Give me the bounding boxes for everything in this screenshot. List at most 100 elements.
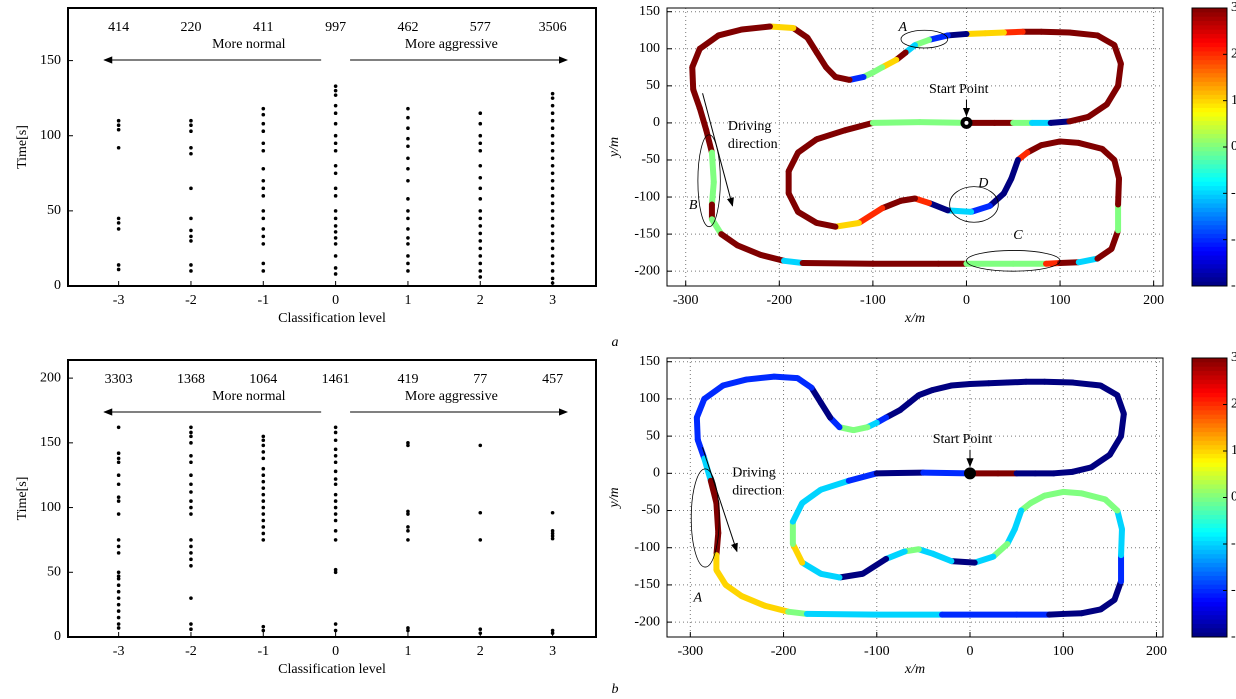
track-segment xyxy=(1050,118,1070,126)
point xyxy=(261,194,266,198)
track-point xyxy=(1102,496,1109,503)
track-point xyxy=(873,611,880,618)
annotation: D xyxy=(977,176,988,191)
point xyxy=(116,451,121,455)
track-segment xyxy=(1007,378,1027,386)
track-point xyxy=(701,395,708,402)
annotation: Start Point xyxy=(933,432,993,447)
point xyxy=(116,425,121,430)
point xyxy=(406,261,410,266)
track-segment xyxy=(1059,138,1080,146)
track-point xyxy=(982,30,989,37)
colorbar-cell xyxy=(1192,388,1227,394)
colorbar-cell xyxy=(1192,475,1227,481)
colorbar-cell xyxy=(1192,480,1227,485)
point xyxy=(116,473,121,478)
point xyxy=(550,103,555,108)
colorbar-cell xyxy=(1192,38,1227,44)
point xyxy=(406,126,410,131)
highlight-ellipse xyxy=(697,134,721,228)
point xyxy=(406,242,410,246)
track-segment xyxy=(1059,259,1079,267)
x-tick-label: 2 xyxy=(477,644,484,659)
point xyxy=(189,123,193,128)
colorbar-cell xyxy=(1192,567,1227,573)
point xyxy=(406,156,410,161)
point xyxy=(406,209,410,213)
x-tick-label: 3 xyxy=(549,293,556,308)
colorbar-cell xyxy=(1192,632,1227,638)
point xyxy=(478,176,483,180)
x-axis-label: x/m xyxy=(904,311,925,326)
track-segment xyxy=(741,23,771,33)
colorbar-cell xyxy=(1192,471,1227,477)
point xyxy=(550,534,555,538)
colorbar-tick-label: 1 xyxy=(1231,443,1236,458)
point xyxy=(478,209,483,213)
point xyxy=(189,551,193,555)
point xyxy=(550,148,555,153)
track-point xyxy=(897,407,904,414)
track-point xyxy=(803,610,810,617)
track-point xyxy=(1046,611,1053,618)
count-label: 577 xyxy=(470,20,491,35)
point xyxy=(333,499,338,503)
point xyxy=(333,477,338,481)
colorbar-cell xyxy=(1192,255,1227,261)
point xyxy=(478,631,483,635)
track-segment xyxy=(1011,509,1025,531)
point xyxy=(116,263,121,267)
colorbar-cell xyxy=(1192,168,1227,174)
y-axis-label: y/m xyxy=(607,137,622,159)
track-segment xyxy=(815,127,846,143)
colorbar-cell xyxy=(1192,151,1227,157)
point xyxy=(478,627,483,632)
track-point xyxy=(789,518,796,525)
point xyxy=(333,460,338,465)
track-point xyxy=(948,558,955,565)
point xyxy=(406,236,410,240)
track-segment xyxy=(796,209,819,226)
colorbar-cell xyxy=(1192,216,1227,222)
start-marker-center xyxy=(964,120,969,125)
track-point xyxy=(766,23,773,30)
point xyxy=(478,148,483,153)
point xyxy=(189,186,193,191)
colorbar-cell xyxy=(1192,229,1227,235)
colorbar-cell xyxy=(1192,103,1227,109)
track-segment xyxy=(740,593,767,609)
track-point xyxy=(1117,60,1124,67)
track-point xyxy=(879,205,886,212)
point xyxy=(189,627,193,632)
colorbar-cell xyxy=(1192,575,1227,581)
colorbar-cell xyxy=(1192,190,1227,196)
track-segment xyxy=(724,582,744,599)
track-point xyxy=(968,208,975,215)
highlight-ellipse xyxy=(900,29,949,49)
track-point xyxy=(785,190,792,197)
point xyxy=(189,151,193,156)
track-point xyxy=(1060,488,1067,495)
x-tick-label: 100 xyxy=(1050,293,1071,308)
track-point xyxy=(1066,118,1073,125)
colorbar-cell xyxy=(1192,281,1227,287)
x-tick-label: 0 xyxy=(332,644,339,659)
track-point xyxy=(785,168,792,175)
track-segment xyxy=(802,260,873,267)
track-point xyxy=(985,380,992,387)
point xyxy=(333,512,338,516)
track-segment xyxy=(1078,140,1103,152)
point xyxy=(116,544,121,549)
x-tick-label: 3 xyxy=(549,644,556,659)
colorbar-cell xyxy=(1192,34,1227,39)
point xyxy=(406,227,410,231)
colorbar-cell xyxy=(1192,51,1227,57)
count-label: 1368 xyxy=(177,372,205,387)
track-point xyxy=(1115,227,1122,234)
point xyxy=(261,505,266,510)
track-segment xyxy=(987,191,1006,209)
point xyxy=(333,538,338,542)
x-tick-label: 1 xyxy=(404,644,411,659)
point xyxy=(406,443,410,448)
